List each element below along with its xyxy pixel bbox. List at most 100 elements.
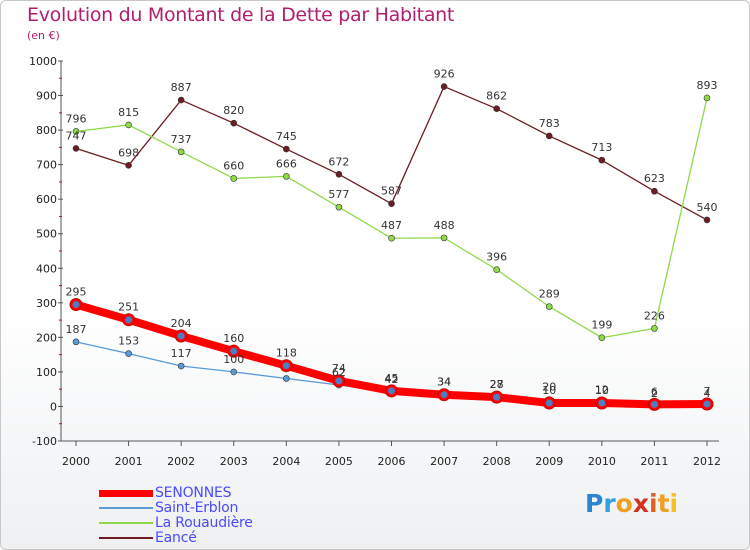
data-point xyxy=(72,128,80,135)
data-point-center xyxy=(545,399,553,407)
x-tick-label: 2005 xyxy=(325,455,353,468)
x-tick-label: 2009 xyxy=(535,455,563,468)
data-label: 587 xyxy=(381,185,402,198)
data-point xyxy=(177,96,185,104)
data-point xyxy=(230,175,238,182)
data-label: 862 xyxy=(486,90,507,103)
data-point xyxy=(651,325,658,332)
data-point xyxy=(283,375,290,382)
x-tick-label: 2001 xyxy=(115,455,143,468)
series-lines xyxy=(69,83,714,411)
data-label: 117 xyxy=(171,347,192,360)
data-point xyxy=(493,105,500,112)
logo-letter: t xyxy=(657,489,670,518)
data-point-center xyxy=(493,393,501,401)
data-point-center xyxy=(650,400,658,408)
data-label: 540 xyxy=(697,201,718,214)
logo-letter: o xyxy=(615,489,633,518)
data-label: 698 xyxy=(118,146,139,159)
data-point xyxy=(545,303,553,310)
data-label: 251 xyxy=(118,301,139,314)
data-point xyxy=(177,362,185,370)
legend-label: SENONNES xyxy=(155,485,232,501)
data-label: 204 xyxy=(171,317,192,330)
data-point xyxy=(283,145,290,153)
legend-swatch xyxy=(99,537,153,539)
data-label: 7 xyxy=(704,385,711,398)
data-label: 160 xyxy=(223,332,244,345)
y-tick-label: 800 xyxy=(36,124,57,137)
data-label: 45 xyxy=(385,372,399,385)
unit-label: (en €) xyxy=(27,29,60,42)
data-label: 6 xyxy=(651,385,658,398)
x-tick-label: 2002 xyxy=(167,455,195,468)
data-point xyxy=(230,368,238,376)
data-label: 747 xyxy=(66,129,87,142)
data-point xyxy=(177,148,185,156)
y-tick-label: -100 xyxy=(32,435,57,448)
legend-swatch xyxy=(99,490,153,497)
logo-letter: i xyxy=(669,489,679,518)
y-tick-label: 700 xyxy=(36,159,57,172)
data-label: 623 xyxy=(644,172,665,185)
data-label: 487 xyxy=(381,219,402,232)
data-point xyxy=(72,145,80,152)
y-tick-label: 0 xyxy=(50,400,57,413)
legend-label: La Rouaudière xyxy=(155,515,253,531)
data-point xyxy=(388,200,395,207)
data-label: 42 xyxy=(385,373,399,386)
x-tick-label: 2000 xyxy=(62,455,90,468)
data-label: 20 xyxy=(542,381,556,394)
data-label: 187 xyxy=(66,323,87,336)
data-point xyxy=(335,203,343,211)
data-point-center xyxy=(440,391,448,399)
data-point-center xyxy=(282,362,290,370)
x-tick-label: 2012 xyxy=(693,455,721,468)
logo-letter: P xyxy=(585,489,604,518)
data-label: 226 xyxy=(644,309,665,322)
x-tick-label: 2006 xyxy=(378,455,406,468)
y-tick-label: 200 xyxy=(36,331,57,344)
x-tick-label: 2004 xyxy=(272,455,300,468)
data-label: 118 xyxy=(276,347,297,360)
data-point xyxy=(125,121,132,129)
data-label: 737 xyxy=(171,133,192,146)
data-label: 27 xyxy=(490,378,504,391)
y-tick-label: 600 xyxy=(36,193,57,206)
series-line-eance xyxy=(75,85,708,221)
data-point xyxy=(283,173,290,180)
legend-swatch xyxy=(99,522,153,524)
data-label: 660 xyxy=(223,159,244,172)
data-label: 926 xyxy=(434,68,455,81)
data-label: 199 xyxy=(591,319,612,332)
data-label: 745 xyxy=(276,130,297,143)
data-point xyxy=(493,266,500,273)
data-label: 488 xyxy=(434,219,455,232)
x-tick-label: 2011 xyxy=(640,455,668,468)
data-point-center xyxy=(72,301,80,309)
data-label: 666 xyxy=(276,157,297,170)
logo-letter: i xyxy=(649,489,658,518)
data-label: 396 xyxy=(486,251,507,264)
data-point xyxy=(651,187,658,195)
y-tick-label: 1000 xyxy=(29,55,57,68)
axes: -100 0 100 200 300 400 500 600 700 800 900 1000 2000… xyxy=(29,55,721,468)
data-label: 4 xyxy=(704,387,711,400)
data-label: 577 xyxy=(328,188,349,201)
data-label: 10 xyxy=(595,384,609,397)
data-point-center xyxy=(703,400,711,408)
data-point-center xyxy=(230,347,238,355)
legend-label: Saint-Erblon xyxy=(155,500,239,516)
data-labels: 7476988878207456725879268627837136235407… xyxy=(66,68,718,400)
data-point xyxy=(598,334,606,342)
data-label: 796 xyxy=(66,112,87,125)
data-point xyxy=(125,162,132,169)
data-label: 2 xyxy=(651,387,658,400)
data-point-center xyxy=(335,377,343,385)
x-tick-label: 2007 xyxy=(430,455,458,468)
legend-label: Eancé xyxy=(155,530,197,546)
data-label: 713 xyxy=(591,141,612,154)
data-point xyxy=(598,156,606,164)
